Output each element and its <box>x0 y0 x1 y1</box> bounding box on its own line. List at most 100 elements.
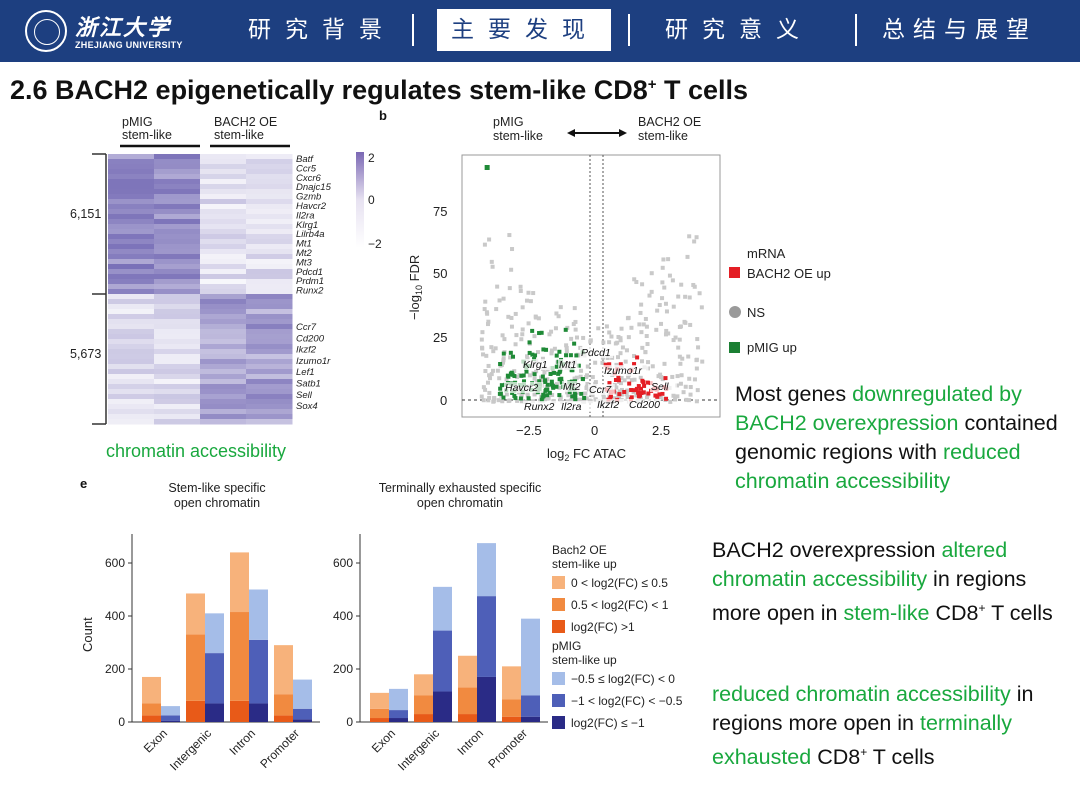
point-ns <box>670 374 675 379</box>
bar-oe-segment <box>274 715 293 722</box>
gene-labels-top: BatfCcr5Cxcr6Dnajc15GzmbHavcr2Il2raKlrg1… <box>296 154 332 297</box>
point-oe-up <box>618 362 623 367</box>
text2-part-d: stem-like <box>843 601 930 626</box>
gene-label: Mt3 <box>296 257 313 268</box>
point-ns <box>645 342 650 347</box>
bar-pmig-segment <box>161 715 180 721</box>
university-logo[interactable]: 浙江大学 ZHEJIANG UNIVERSITY <box>25 8 195 54</box>
heatmap-cell <box>246 369 293 375</box>
heatmap-cell <box>200 379 247 385</box>
point-pmig-up <box>522 379 527 384</box>
heatmap-cell <box>200 159 247 165</box>
heatmap-cell <box>154 404 201 410</box>
bar-oe-segment <box>230 552 249 613</box>
point-ns <box>574 335 579 340</box>
point-ns <box>618 338 623 343</box>
point-ns <box>607 340 612 345</box>
point-ns <box>662 361 667 366</box>
title-tail: T cells <box>656 75 749 105</box>
point-ns <box>497 298 502 303</box>
point-pmig-up <box>521 373 526 378</box>
point-pmig-up <box>547 390 552 395</box>
logo-english-name: ZHEJIANG UNIVERSITY <box>75 40 183 50</box>
point-oe-up <box>638 386 643 391</box>
heatmap-cell <box>108 164 155 170</box>
heatmap-cell <box>200 279 247 285</box>
point-ns <box>493 346 498 351</box>
point-pmig-up <box>511 354 516 359</box>
point-pmig-up <box>498 391 503 396</box>
point-ns <box>600 360 605 365</box>
seal-icon <box>25 10 67 52</box>
point-ns <box>515 398 520 403</box>
heatmap-cell <box>246 189 293 195</box>
point-ns <box>480 330 485 335</box>
point-ns <box>618 336 623 341</box>
heatmap-cell <box>108 174 155 180</box>
heatmap-cell <box>246 279 293 285</box>
point-ns <box>504 377 509 382</box>
point-pmig-up <box>556 371 561 376</box>
text3-part-c: terminally exhausted <box>712 711 1012 770</box>
point-ns <box>695 388 700 393</box>
heatmap-cell <box>246 419 293 425</box>
heatmap-cell <box>200 174 247 180</box>
volcano-right-label-1: BACH2 OE <box>638 115 701 129</box>
heatmap-cell <box>108 309 155 315</box>
point-ns <box>525 393 530 398</box>
point-ns <box>494 307 499 312</box>
heatmap-cell <box>154 239 201 245</box>
point-ns <box>664 328 669 333</box>
point-ns <box>647 293 652 298</box>
heatmap-cell <box>200 204 247 210</box>
heatmap-cell <box>246 354 293 360</box>
x-axis-label: log2 FC ATAC <box>547 446 626 463</box>
gene-label: Mt2 <box>296 248 313 259</box>
col-label-oe-2: stem-like <box>214 128 264 142</box>
point-pmig-up <box>545 393 550 398</box>
y-tick-label: 400 <box>333 609 353 623</box>
bar-oe-segment <box>502 699 521 717</box>
point-ns <box>696 345 701 350</box>
nav-research-background[interactable]: 研究背景 <box>248 17 396 43</box>
heatmap-cell <box>200 299 247 305</box>
heatmap-cell <box>200 189 247 195</box>
volcano-gene-label: Ccr7 <box>589 384 612 396</box>
point-ns <box>519 337 524 342</box>
heatmap-cell <box>200 184 247 190</box>
point-ns <box>601 395 606 400</box>
slide-title: 2.6 BACH2 epigenetically regulates stem-… <box>10 75 748 106</box>
bar-title-stem-2: open chromatin <box>174 496 260 510</box>
point-ns <box>482 307 487 312</box>
point-ns <box>507 233 512 238</box>
y-tick-label: 400 <box>105 609 125 623</box>
point-ns <box>596 326 601 331</box>
title-text: 2.6 BACH2 epigenetically regulates stem-… <box>10 75 648 105</box>
gene-label-bg <box>628 399 661 410</box>
arrow-head-left <box>567 129 575 137</box>
bar-pmig-segment <box>293 719 312 722</box>
heatmap-cell <box>154 289 201 295</box>
point-ns <box>501 360 506 365</box>
point-ns <box>662 285 667 290</box>
heatmap-cell <box>246 234 293 240</box>
text1-part-2: downregulated by BACH2 overexpression <box>735 382 1022 435</box>
heatmap-cell <box>154 244 201 250</box>
bar-oe-segment <box>274 694 293 716</box>
nav-summary-outlook[interactable]: 总结与展望 <box>882 17 1037 43</box>
point-ns <box>513 342 518 347</box>
bar-title-stem-1: Stem-like specific <box>168 481 265 495</box>
bar-oe-segment <box>186 593 205 635</box>
point-ns <box>609 334 614 339</box>
nav-main-findings[interactable]: 主要发现 <box>437 9 611 51</box>
point-ns <box>688 322 693 327</box>
point-pmig-up <box>557 349 562 354</box>
nav-research-significance[interactable]: 研究意义 <box>665 17 813 43</box>
point-ns <box>678 361 683 366</box>
bar-pmig-segment <box>205 613 224 654</box>
heatmap-cell <box>154 159 201 165</box>
bar-pmig-segment <box>293 708 312 720</box>
heatmap-cell <box>246 314 293 320</box>
point-ns <box>487 390 492 395</box>
point-ns <box>518 288 523 293</box>
